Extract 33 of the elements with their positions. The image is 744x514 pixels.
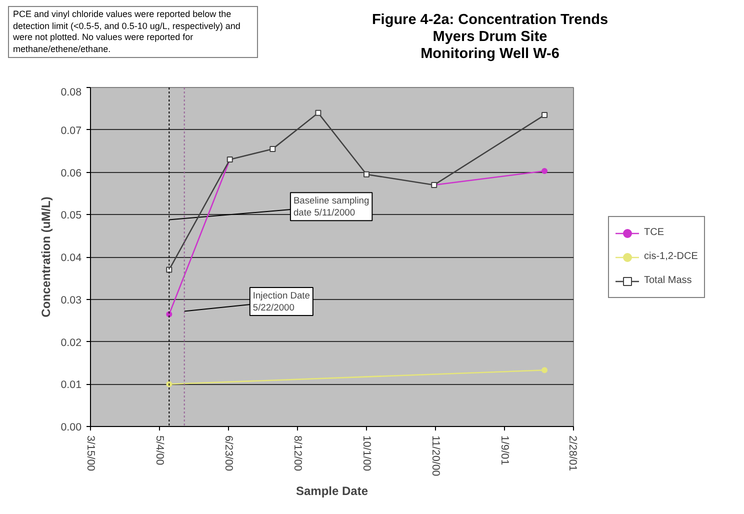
- x-tick-label: 3/15/00: [84, 436, 96, 472]
- x-tick-label: 11/20/00: [430, 436, 442, 476]
- legend-label: TCE: [644, 227, 664, 238]
- y-tick-label: 0.04: [60, 252, 82, 264]
- x-tick-label: 5/4/00: [154, 436, 166, 466]
- y-tick-label: 0.07: [60, 124, 82, 137]
- point: [542, 112, 548, 118]
- x-tick-label: 2/28/01: [566, 436, 578, 472]
- point: [270, 146, 276, 152]
- y-tick-label: 0.06: [60, 167, 82, 180]
- ref-line-label: Baseline sampling date 5/11/2000: [293, 196, 370, 218]
- y-tick-label: 0.03: [60, 294, 82, 306]
- legend-label: Total Mass: [644, 275, 692, 286]
- x-tick-label: 10/1/00: [360, 436, 372, 472]
- y-tick-label: 0.01: [60, 379, 82, 392]
- y-tick-label: 0.05: [60, 210, 82, 222]
- y-tick-label: 0.08: [60, 86, 82, 98]
- x-axis-title: Sample Date: [296, 484, 368, 498]
- point: [166, 266, 172, 273]
- legend-label: cis-1,2-DCE: [644, 251, 698, 262]
- point: [542, 367, 548, 374]
- point: [364, 171, 370, 178]
- point: [542, 168, 548, 174]
- text: PCE and vinyl chloride values were reported below the detection limit (<0.5-5, and 0.5-10 ug/L, respectively) and were not plotted. No values were reported for methane/ethene/ethane.: [8, 6, 258, 58]
- y-tick-label: 0.00: [60, 422, 82, 434]
- y-axis-title: Concentration (uM/L): [38, 196, 53, 318]
- x-tick-label: 6/23/00: [222, 436, 234, 472]
- chart-title: Figure 4-2a: Concentration Trends Myers Drum Site Monitoring Well W-6: [370, 12, 610, 63]
- x-tick-label: 1/9/01: [498, 436, 510, 466]
- point: [315, 110, 322, 116]
- y-tick-label: 0.02: [60, 336, 82, 349]
- ref-line-label: Injection Date 5/22/2000: [252, 290, 310, 313]
- x-tick-label: 8/12/00: [292, 436, 304, 472]
